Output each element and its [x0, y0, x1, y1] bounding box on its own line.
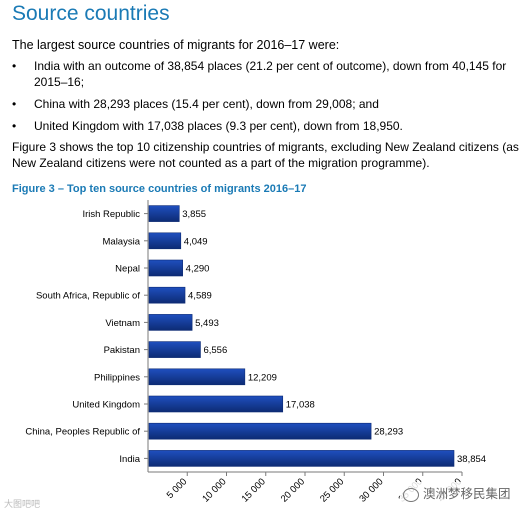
bar	[148, 395, 284, 413]
bullet-list: • India with an outcome of 38,854 places …	[12, 58, 518, 140]
x-tick-label: 10 000	[200, 476, 228, 504]
page-title: Source countries	[12, 2, 170, 25]
list-item: • United Kingdom with 17,038 places (9.3 …	[12, 118, 518, 134]
bar	[148, 450, 455, 467]
bar	[148, 286, 186, 304]
bar	[148, 259, 183, 277]
bullet-text: United Kingdom with 17,038 places (9.3 p…	[34, 119, 403, 133]
data-label: 38,854	[457, 454, 486, 465]
data-label: 3,855	[182, 209, 206, 220]
bar	[148, 205, 180, 222]
data-label: 5,493	[195, 318, 219, 329]
bullet-glyph: •	[12, 119, 17, 133]
bar	[148, 341, 201, 358]
category-label: United Kingdom	[72, 400, 140, 411]
data-label: 28,293	[374, 427, 403, 438]
bullet-glyph: •	[12, 59, 17, 73]
data-label: 4,290	[186, 264, 210, 275]
category-label: South Africa, Republic of	[36, 291, 140, 302]
figure-description: Figure 3 shows the top 10 citizenship co…	[12, 140, 519, 170]
wechat-icon	[403, 487, 419, 502]
category-label: Pakistan	[104, 345, 140, 356]
x-tick-label: 5 000	[165, 476, 190, 501]
x-tick-label: 20 000	[279, 476, 307, 504]
category-label: India	[119, 454, 140, 465]
x-tick-label: 25 000	[318, 476, 346, 504]
category-label: Nepal	[115, 264, 140, 275]
category-label: Philippines	[94, 372, 140, 383]
list-item: • China with 28,293 places (15.4 per cent…	[12, 96, 518, 112]
category-label: Vietnam	[105, 318, 140, 329]
x-tick-label: 30 000	[357, 476, 385, 504]
data-label: 4,589	[188, 291, 212, 302]
bullet-text: China with 28,293 places (15.4 per cent)…	[34, 97, 379, 111]
bar	[148, 314, 193, 331]
bullet-text: India with an outcome of 38,854 places (…	[34, 59, 507, 89]
bar	[148, 232, 182, 250]
bar-chart: Irish Republic 3,855 Malaysia 4,049 Nepal 4,2…	[25, 200, 486, 505]
watermark-right: 澳洲梦移民集团	[400, 482, 514, 503]
list-item: • India with an outcome of 38,854 places …	[12, 58, 518, 90]
watermark-left: 大图吧吧	[4, 499, 41, 509]
data-label: 17,038	[286, 400, 315, 411]
category-label: China, Peoples Republic of	[25, 427, 140, 438]
watermark-right-text: 澳洲梦移民集团	[423, 487, 511, 501]
intro-text: The largest source countries of migrants…	[12, 38, 340, 52]
category-label: Irish Republic	[82, 209, 140, 220]
data-label: 12,209	[248, 372, 277, 383]
figure-title: Figure 3 – Top ten source countries of m…	[12, 183, 307, 195]
category-label: Malaysia	[103, 236, 141, 247]
data-label: 4,049	[184, 236, 208, 247]
bar	[148, 422, 372, 440]
bullet-glyph: •	[12, 97, 17, 111]
bar	[148, 368, 246, 386]
data-label: 6,556	[203, 345, 227, 356]
x-tick-label: 15 000	[240, 476, 268, 504]
